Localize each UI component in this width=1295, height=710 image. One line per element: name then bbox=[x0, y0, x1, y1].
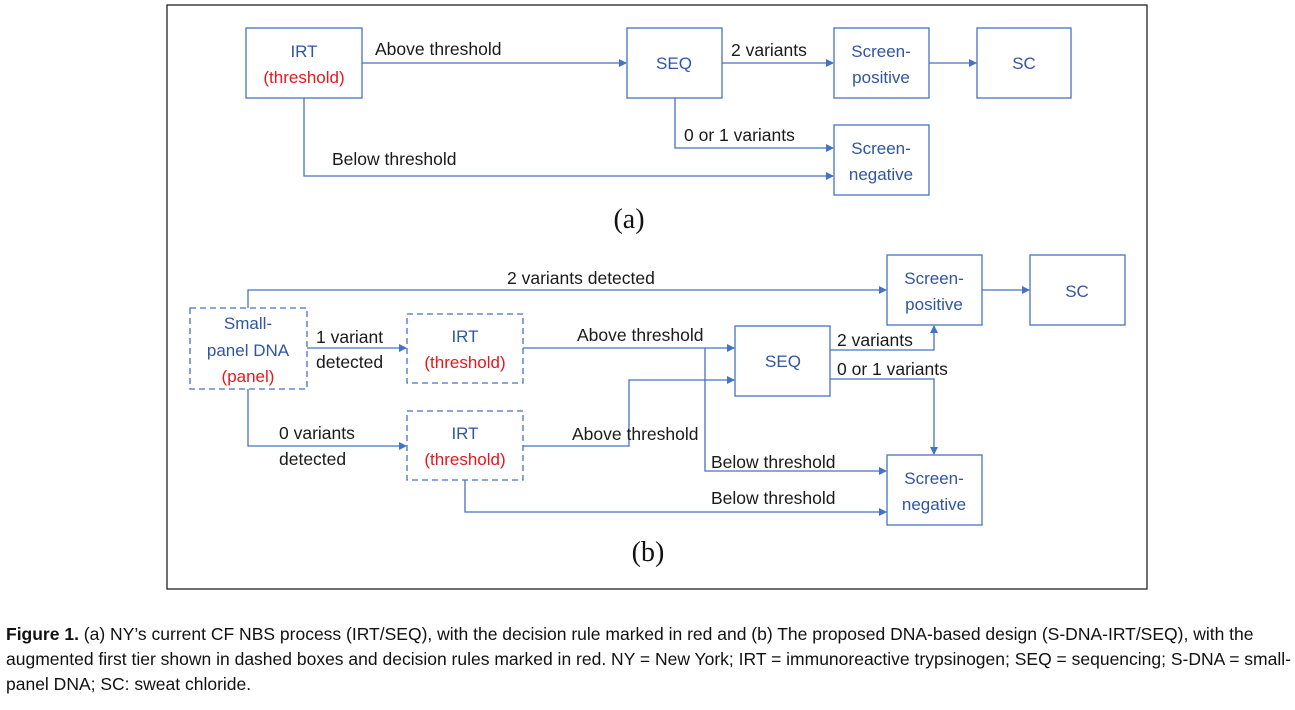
b-dna-line1: Small- bbox=[224, 314, 272, 333]
b-edge-above-2 bbox=[523, 376, 735, 447]
b-label-above-2: Above threshold bbox=[572, 424, 698, 444]
a-screen-negative-line1: Screen- bbox=[851, 139, 911, 158]
b-edge-zero-variants bbox=[247, 389, 407, 450]
b-screen-negative-line1: Screen- bbox=[904, 469, 964, 488]
a-screen-positive-line1: Screen- bbox=[851, 42, 911, 61]
b-panel-label: (b) bbox=[632, 537, 665, 568]
caption-text: (a) NY’s current CF NBS process (IRT/SEQ… bbox=[6, 624, 1291, 694]
b-label-zero-variants-2: detected bbox=[279, 449, 346, 469]
b-irt2-box bbox=[406, 410, 524, 481]
a-irt-rule: (threshold) bbox=[263, 68, 344, 87]
b-dna-rule: (panel) bbox=[222, 367, 275, 386]
a-screen-positive-line2: positive bbox=[852, 68, 910, 87]
a-screen-positive-box bbox=[833, 27, 930, 99]
b-label-below-2: Below threshold bbox=[711, 488, 836, 508]
b-irt1-rule: (threshold) bbox=[424, 353, 505, 372]
b-edge-two-detected bbox=[247, 286, 887, 308]
b-screen-negative-line2: negative bbox=[902, 495, 966, 514]
a-label-zero-one: 0 or 1 variants bbox=[684, 125, 795, 145]
a-screen-negative-line2: negative bbox=[849, 165, 913, 184]
a-screen-negative-box bbox=[833, 124, 930, 196]
b-sc-label: SC bbox=[1065, 282, 1089, 301]
a-irt-box bbox=[245, 27, 363, 99]
a-irt-title: IRT bbox=[290, 42, 317, 61]
b-irt1-title: IRT bbox=[451, 327, 478, 346]
panel-a: IRT (threshold) SEQ Screen- positive SC … bbox=[245, 27, 1072, 235]
b-label-below-1: Below threshold bbox=[711, 452, 836, 472]
b-irt1-box bbox=[406, 313, 524, 384]
a-label-above: Above threshold bbox=[375, 39, 501, 59]
a-label-below: Below threshold bbox=[332, 149, 457, 169]
a-edge-below bbox=[303, 98, 834, 180]
figure-diagram: IRT (threshold) SEQ Screen- positive SC … bbox=[166, 4, 1148, 590]
b-seq-box bbox=[734, 325, 831, 397]
b-label-above-1: Above threshold bbox=[577, 325, 703, 345]
b-dna-box bbox=[189, 307, 308, 390]
a-sc-label: SC bbox=[1012, 54, 1036, 73]
b-label-zero-one: 0 or 1 variants bbox=[837, 359, 948, 379]
b-label-two-detected: 2 variants detected bbox=[507, 268, 655, 288]
b-label-two-variants: 2 variants bbox=[837, 330, 913, 350]
panel-b: Small- panel DNA (panel) IRT (threshold)… bbox=[189, 254, 1126, 568]
b-edge-below-2 bbox=[464, 480, 887, 516]
figure-caption: Figure 1. (a) NY’s current CF NBS proces… bbox=[6, 622, 1291, 697]
figure-frame bbox=[166, 4, 1148, 590]
b-dna-line2: panel DNA bbox=[207, 341, 290, 360]
b-seq-label: SEQ bbox=[765, 352, 801, 371]
b-edge-zero-one bbox=[830, 378, 938, 455]
b-label-zero-variants-1: 0 variants bbox=[279, 423, 355, 443]
b-sc-box bbox=[1029, 254, 1126, 326]
b-label-one-variant-2: detected bbox=[316, 352, 383, 372]
b-screen-positive-line1: Screen- bbox=[904, 269, 964, 288]
b-edge-below-1 bbox=[704, 348, 887, 475]
a-label-two-variants: 2 variants bbox=[731, 40, 807, 60]
b-label-one-variant-1: 1 variant bbox=[316, 327, 383, 347]
b-screen-positive-line2: positive bbox=[905, 295, 963, 314]
caption-prefix: Figure 1. bbox=[6, 624, 79, 644]
a-seq-label: SEQ bbox=[656, 54, 692, 73]
b-irt2-rule: (threshold) bbox=[424, 450, 505, 469]
b-screen-positive-box bbox=[886, 254, 983, 326]
a-edge-zero-one bbox=[674, 98, 834, 152]
b-irt2-title: IRT bbox=[451, 424, 478, 443]
b-screen-negative-box bbox=[886, 454, 983, 526]
a-sc-box bbox=[976, 27, 1072, 99]
a-panel-label: (a) bbox=[613, 204, 644, 235]
b-edge-two-variants bbox=[830, 325, 938, 351]
